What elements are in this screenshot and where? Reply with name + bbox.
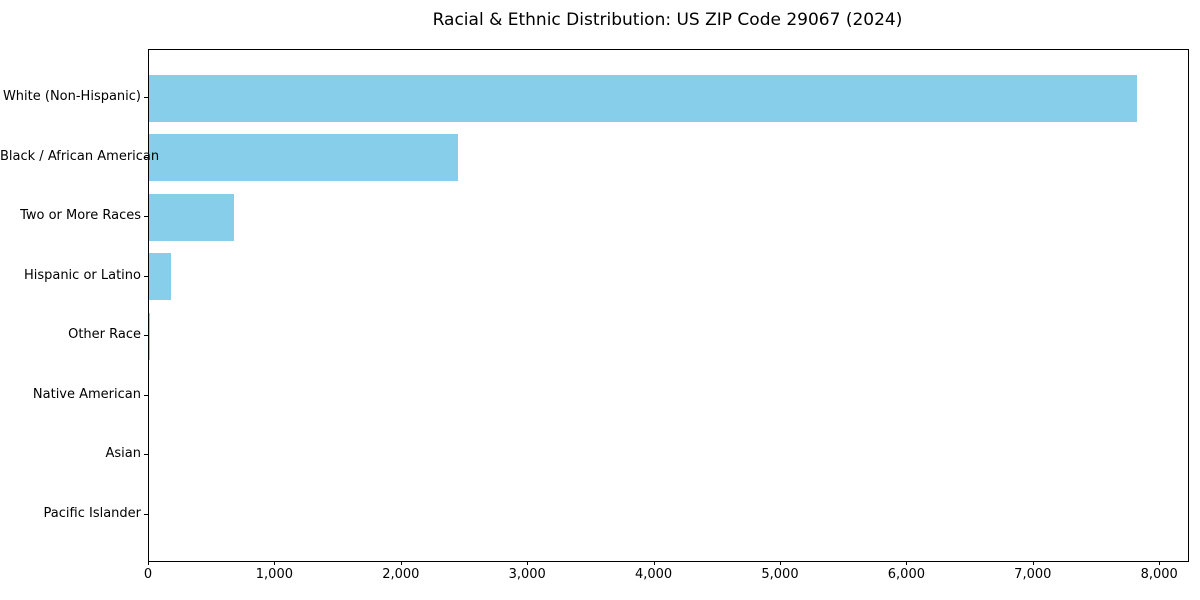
x-tick-mark bbox=[906, 561, 908, 565]
y-tick-label: Pacific Islander bbox=[43, 505, 141, 521]
y-tick-label: Other Race bbox=[68, 327, 141, 342]
x-tick-label: 6,000 bbox=[887, 567, 925, 582]
y-tick-mark bbox=[144, 335, 148, 336]
chart-title: Racial & Ethnic Distribution: US ZIP Cod… bbox=[432, 10, 903, 30]
y-tick-mark bbox=[144, 275, 148, 277]
bar-two-or-more-races bbox=[149, 193, 234, 241]
y-tick-label: White (Non-Hispanic) bbox=[2, 89, 141, 104]
x-tick-label: 5,000 bbox=[761, 567, 799, 582]
y-tick-mark bbox=[144, 97, 148, 98]
y-tick-mark bbox=[144, 394, 148, 396]
x-tick-mark bbox=[779, 561, 781, 565]
x-tick-label: 3,000 bbox=[508, 567, 546, 582]
y-tick-mark bbox=[144, 216, 148, 217]
x-tick-mark bbox=[148, 561, 149, 565]
x-tick-label: 2,000 bbox=[382, 567, 420, 582]
y-tick-mark bbox=[144, 513, 148, 515]
y-tick-mark bbox=[144, 156, 148, 158]
y-tick-label: Native American bbox=[32, 386, 141, 402]
x-tick-label: 4,000 bbox=[634, 567, 673, 582]
bar-black-african-american bbox=[149, 134, 459, 181]
y-tick-label: Asian bbox=[105, 446, 141, 461]
bar-hispanic-or-latino bbox=[149, 253, 171, 300]
bar-white-non-hispanic bbox=[149, 74, 1138, 122]
x-tick-label: 1,000 bbox=[255, 567, 293, 582]
x-tick-mark bbox=[1032, 561, 1034, 565]
bar-other-race bbox=[149, 312, 151, 360]
x-tick-mark bbox=[400, 561, 402, 565]
y-tick-mark bbox=[144, 454, 148, 455]
y-tick-label: Hispanic or Latino bbox=[23, 267, 141, 283]
y-tick-label: Black / African American bbox=[0, 148, 160, 164]
x-tick-mark bbox=[653, 561, 655, 565]
y-tick-label: Two or More Races bbox=[20, 208, 141, 223]
plot-area bbox=[148, 49, 1189, 562]
x-tick-label: 0 bbox=[143, 567, 153, 582]
x-tick-label: 8,000 bbox=[1140, 567, 1178, 582]
x-tick-mark bbox=[274, 561, 276, 565]
x-tick-mark bbox=[1159, 561, 1161, 565]
x-tick-label: 7,000 bbox=[1014, 567, 1052, 582]
x-tick-mark bbox=[527, 561, 529, 565]
